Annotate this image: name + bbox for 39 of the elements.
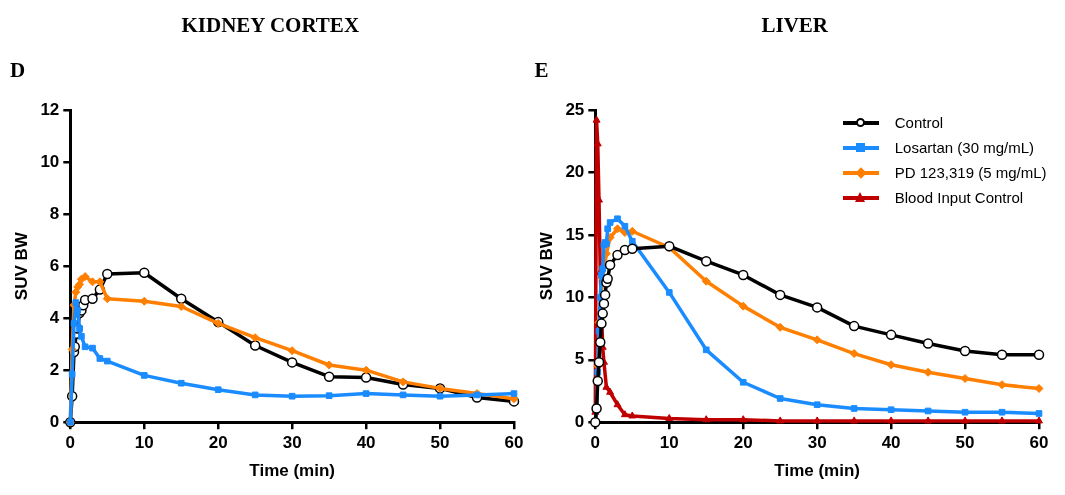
y-tick-label: 15 <box>564 224 584 244</box>
x-tick-label: 0 <box>65 433 76 453</box>
text: D <box>10 58 26 82</box>
chart-title: KIDNEY CORTEX <box>180 12 361 39</box>
x-tick-label: 40 <box>356 433 376 453</box>
legend-label: PD 123,319 (5 mg/mL) <box>894 164 1047 181</box>
y-tick-label: 10 <box>40 151 60 171</box>
y-tick-label: 0 <box>49 411 60 431</box>
x-axis-title: Time (min) <box>773 461 860 481</box>
x-tick-label: 0 <box>590 433 600 453</box>
x-tick-label: 30 <box>807 433 827 453</box>
x-tick-label: 40 <box>881 433 901 453</box>
text: E <box>534 58 549 82</box>
x-tick-label: 60 <box>1029 433 1048 453</box>
legend-label: Blood Input Control <box>894 189 1024 206</box>
y-tick-label: 5 <box>574 349 584 369</box>
y-tick-label: 25 <box>564 99 584 119</box>
x-tick-label: 20 <box>208 433 228 453</box>
x-tick-label: 60 <box>504 433 524 453</box>
y-axis-title: SUV BW <box>536 231 556 301</box>
x-tick-label: 10 <box>659 433 679 453</box>
y-tick-label: 8 <box>49 203 60 223</box>
x-tick-label: 20 <box>733 433 753 453</box>
y-tick-label: 6 <box>49 255 60 275</box>
y-tick-label: 2 <box>49 359 60 379</box>
y-axis-title: SUV BW <box>11 231 31 301</box>
x-tick-label: 50 <box>955 433 975 453</box>
y-tick-label: 4 <box>49 307 60 327</box>
legend-label: Control <box>894 114 944 131</box>
y-tick-label: 0 <box>574 411 584 431</box>
y-tick-label: 20 <box>564 162 584 182</box>
legend-label: Losartan (30 mg/mL) <box>894 139 1034 156</box>
chart-title: LIVER <box>760 12 829 39</box>
x-axis-title: Time (min) <box>249 461 335 481</box>
x-tick-label: 10 <box>134 433 154 453</box>
y-tick-label: 10 <box>564 287 584 307</box>
x-tick-label: 50 <box>430 433 450 453</box>
x-tick-label: 30 <box>282 433 302 453</box>
y-tick-label: 12 <box>40 99 60 119</box>
